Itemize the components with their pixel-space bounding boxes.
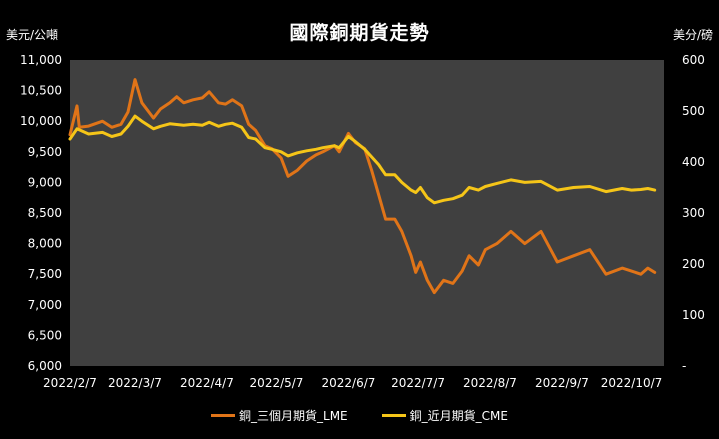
left-tick-label: 9,500	[28, 145, 62, 159]
left-tick-label: 7,500	[28, 267, 62, 281]
left-axis-ticks: 6,000 6,500 7,000 7,500 8,000 8,500 9,000 9,500…	[20, 53, 62, 373]
left-tick-label: 8,500	[28, 206, 62, 220]
right-tick-label: 500	[682, 104, 705, 118]
x-axis-ticks: 2022/2/7 2022/3/7 2022/4/7 2022/5/7 2022/6/7…	[43, 376, 662, 390]
legend-item-lme: 銅_三個月期貨_LME	[211, 407, 348, 424]
legend: 銅_三個月期貨_LME 銅_近月期貨_CME	[0, 407, 719, 424]
legend-swatch-cme	[381, 414, 406, 417]
left-axis-unit: 美元/公噸	[6, 28, 59, 42]
left-tick-label: 6,000	[28, 359, 62, 373]
left-tick-label: 10,500	[20, 84, 62, 98]
x-tick-label: 2022/4/7	[180, 376, 234, 390]
right-tick-label: 100	[682, 308, 705, 322]
series-line-lme	[68, 78, 657, 295]
right-tick-label: -	[682, 359, 686, 373]
x-tick-label: 2022/2/7	[43, 376, 97, 390]
left-tick-label: 8,000	[28, 237, 62, 251]
right-axis-unit: 美分/磅	[672, 28, 713, 42]
x-tick-label: 2022/3/7	[108, 376, 162, 390]
legend-label-cme: 銅_近月期貨_CME	[409, 409, 508, 423]
left-tick-label: 6,500	[28, 328, 62, 342]
right-tick-label: 400	[682, 155, 705, 169]
x-tick-label: 2022/5/7	[250, 376, 304, 390]
left-tick-label: 9,000	[28, 175, 62, 189]
chart-title: 國際銅期貨走勢	[289, 22, 430, 44]
x-tick-label: 2022/7/7	[391, 376, 445, 390]
right-tick-label: 600	[682, 53, 705, 67]
right-axis-ticks: - 100 200 300 400 500 600	[682, 53, 705, 373]
legend-label-lme: 銅_三個月期貨_LME	[239, 409, 348, 423]
right-tick-label: 300	[682, 206, 705, 220]
legend-item-cme: 銅_近月期貨_CME	[381, 407, 508, 424]
left-tick-label: 7,000	[28, 298, 62, 312]
series-line-cme	[68, 114, 657, 205]
x-tick-label: 2022/8/7	[463, 376, 517, 390]
right-tick-label: 200	[682, 257, 705, 271]
legend-swatch-lme	[211, 414, 236, 417]
series-layer	[68, 78, 657, 295]
x-tick-label: 2022/10/7	[601, 376, 663, 390]
left-tick-label: 10,000	[20, 114, 62, 128]
plot-area	[70, 60, 664, 366]
x-tick-label: 2022/6/7	[321, 376, 375, 390]
left-tick-label: 11,000	[20, 53, 62, 67]
x-tick-label: 2022/9/7	[535, 376, 589, 390]
